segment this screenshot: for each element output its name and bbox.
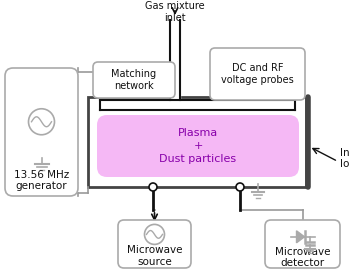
Polygon shape [296,231,304,243]
Text: Microwave
source: Microwave source [127,245,182,267]
Text: 13.56 MHz
generator: 13.56 MHz generator [14,170,69,191]
Text: Microwave
detector: Microwave detector [275,247,330,268]
Bar [88,97,306,187]
FancyBboxPatch shape [97,115,299,177]
Circle shape [149,183,157,191]
Circle shape [145,224,164,244]
FancyBboxPatch shape [5,68,78,196]
Text: Matching
network: Matching network [111,69,156,91]
Text: Plasma
+
Dust particles: Plasma + Dust particles [160,128,237,164]
Text: DC and RF
voltage probes: DC and RF voltage probes [221,63,294,85]
FancyBboxPatch shape [93,62,175,98]
FancyBboxPatch shape [265,220,340,268]
FancyBboxPatch shape [118,220,191,268]
Circle shape [236,183,244,191]
Circle shape [28,109,55,135]
Text: Gas mixture
inlet: Gas mixture inlet [145,1,205,22]
Text: Inductive
loop: Inductive loop [340,148,350,169]
FancyBboxPatch shape [210,48,305,100]
